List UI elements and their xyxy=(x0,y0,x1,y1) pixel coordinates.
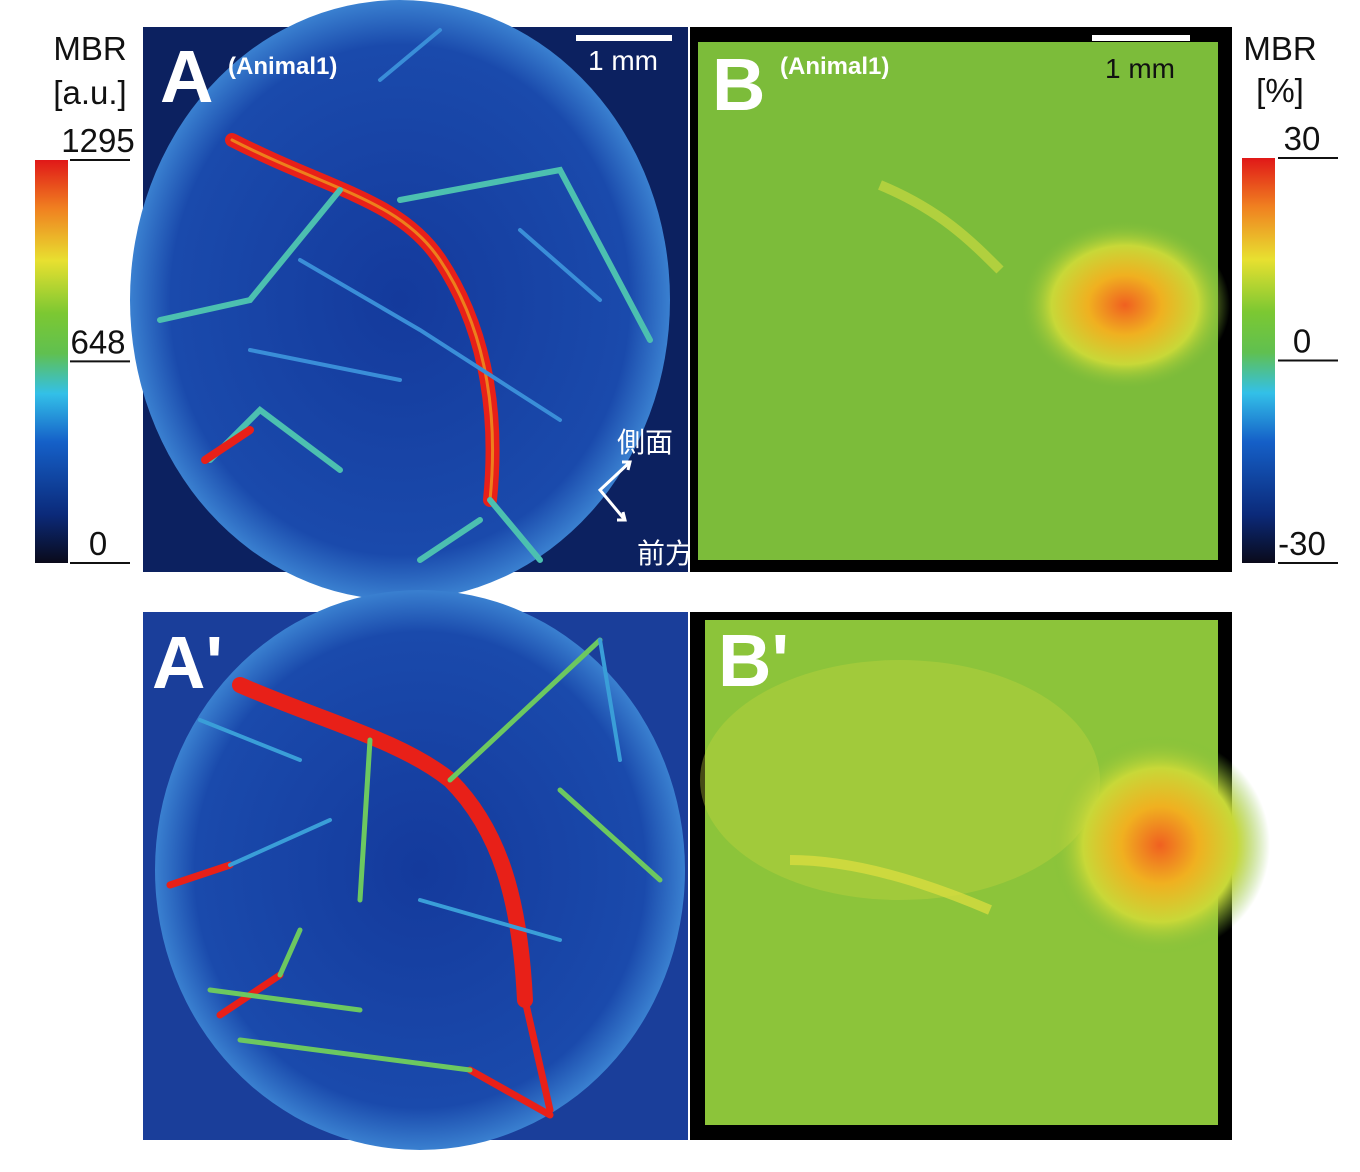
panel-label: B' xyxy=(718,619,789,702)
tick-label: 648 xyxy=(70,323,125,360)
panel-a: 1 mm A (Animal1) 側面 前方 xyxy=(130,0,693,600)
colorbar-right xyxy=(1242,158,1275,563)
panel-subtitle: (Animal1) xyxy=(228,53,337,80)
panel-label: B xyxy=(712,43,765,126)
tick-label: 30 xyxy=(1284,120,1321,157)
colorbar-title: MBR xyxy=(1243,30,1316,67)
scale-bar-label: 1 mm xyxy=(1105,53,1175,84)
direction-label: 前方 xyxy=(637,538,693,569)
panel-a-prime: A' xyxy=(143,590,688,1150)
panel-b-prime: B' xyxy=(690,612,1270,1140)
colorbar-unit: [%] xyxy=(1256,72,1304,109)
tick-label: -30 xyxy=(1278,525,1326,562)
direction-label: 側面 xyxy=(617,427,673,458)
scale-bar-label: 1 mm xyxy=(588,45,658,76)
panel-label: A' xyxy=(152,621,223,704)
tick-label: 1295 xyxy=(61,122,134,159)
colorbar-title: MBR xyxy=(53,30,126,67)
panel-b: 1 mm B (Animal1) xyxy=(690,27,1232,572)
tick-label: 0 xyxy=(1293,323,1311,360)
colorbar-left xyxy=(35,160,68,563)
tick-label: 0 xyxy=(89,525,107,562)
panel-subtitle: (Animal1) xyxy=(780,53,889,80)
colorbar-unit: [a.u.] xyxy=(53,74,126,111)
panel-label: A xyxy=(160,35,213,118)
